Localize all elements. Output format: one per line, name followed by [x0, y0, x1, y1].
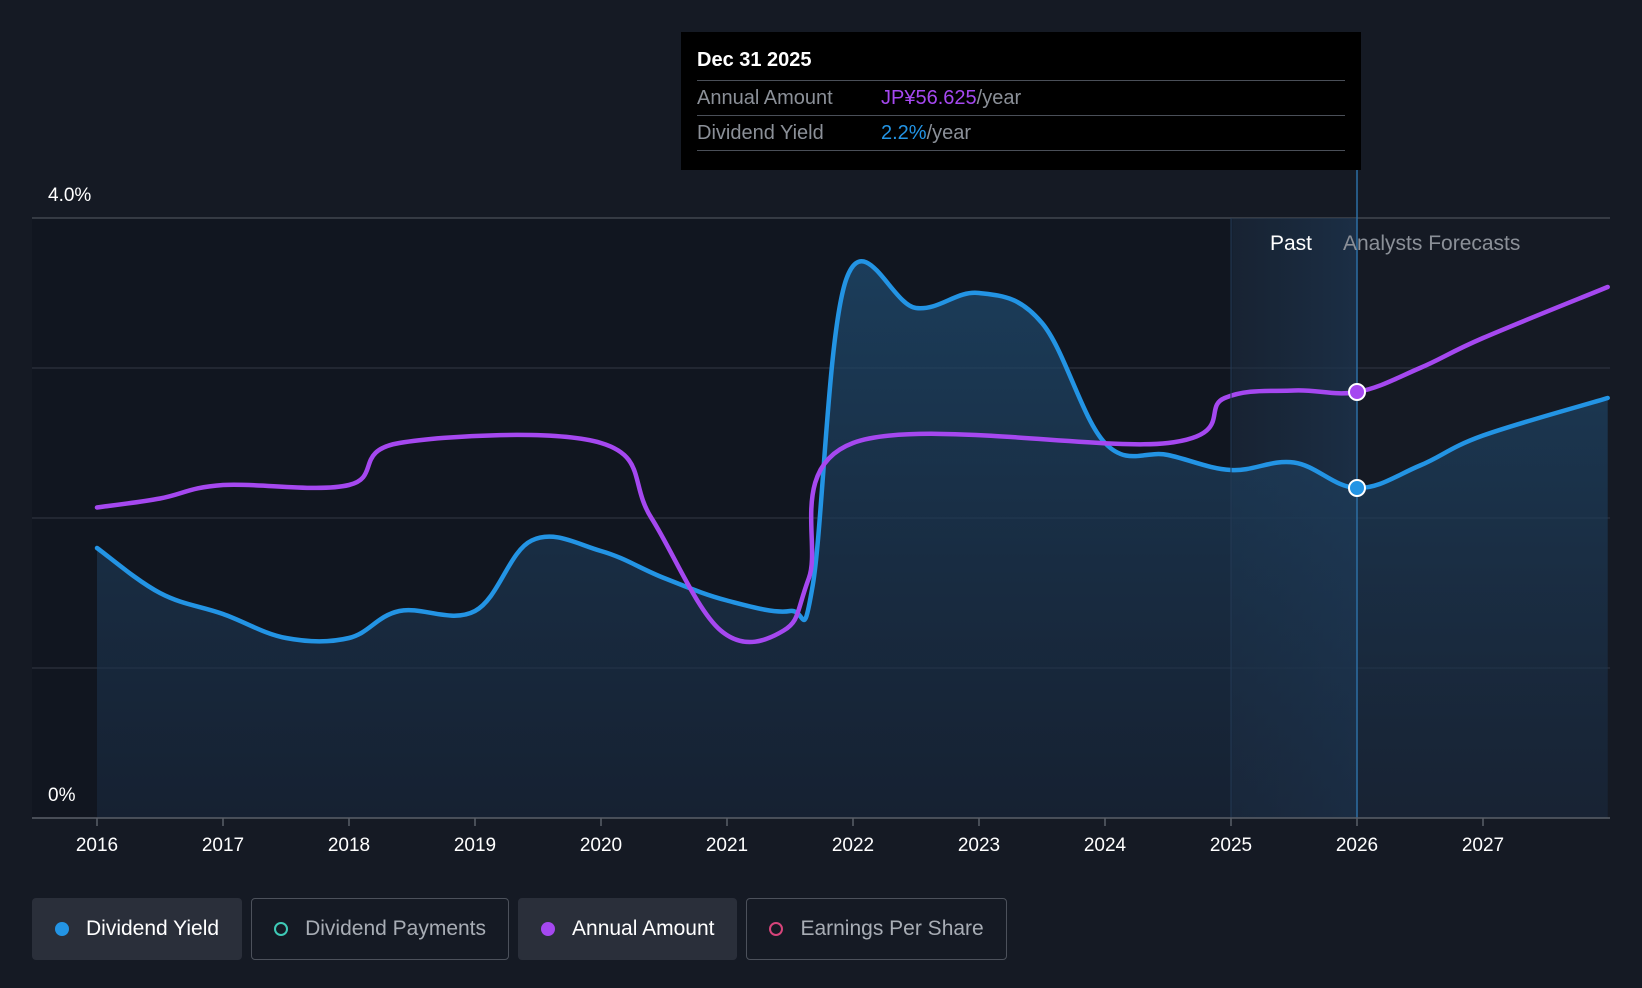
- dividend-yield-area: [97, 261, 1608, 818]
- tooltip-annual-amount-value: JP¥56.625: [881, 87, 977, 109]
- x-axis-ticks: 2016 2017 2018 2019 2020 2021 2022 2023 2024 2025…: [76, 818, 1504, 856]
- legend-earnings-per-share-label: Earnings Per Share: [800, 917, 984, 940]
- legend-earnings-per-share[interactable]: Earnings Per Share: [746, 898, 1007, 960]
- legend-dividend-payments-label: Dividend Payments: [305, 917, 487, 940]
- y-axis-top-label: 4.0%: [48, 185, 91, 206]
- dividend-payments-dot-icon: [274, 922, 289, 936]
- past-label: Past: [1270, 232, 1312, 255]
- earnings-per-share-dot-icon: [769, 922, 784, 936]
- x-tick-label-2016: 2016: [76, 835, 118, 856]
- tooltip-dividend-yield-label: Dividend Yield: [697, 122, 824, 144]
- legend-annual-amount[interactable]: Annual Amount: [518, 898, 738, 960]
- x-tick-label-2018: 2018: [328, 835, 370, 856]
- x-tick-label-2027: 2027: [1462, 835, 1504, 856]
- annual-amount-highlight-point[interactable]: [1348, 383, 1366, 401]
- dividend-yield-dot-icon: [55, 922, 69, 936]
- legend-dividend-yield[interactable]: Dividend Yield: [32, 898, 243, 960]
- tooltip-annual-amount-unit: /year: [976, 87, 1022, 109]
- x-tick-label-2017: 2017: [202, 835, 244, 856]
- legend-annual-amount-label: Annual Amount: [572, 917, 715, 940]
- dividend-yield-highlight-point[interactable]: [1348, 479, 1366, 497]
- x-tick-label-2019: 2019: [454, 835, 496, 856]
- tooltip-row-annual-amount: Annual Amount JP¥56.625 /year: [697, 81, 1345, 116]
- legend-dividend-yield-label: Dividend Yield: [86, 917, 220, 940]
- tooltip: Dec 31 2025 Annual Amount JP¥56.625 /yea…: [681, 32, 1361, 170]
- x-tick-label-2023: 2023: [958, 835, 1000, 856]
- dividend-yield-line: [94, 259, 1610, 644]
- tooltip-date: Dec 31 2025: [697, 46, 1345, 81]
- x-tick-label-2024: 2024: [1084, 835, 1127, 856]
- x-tick-label-2026: 2026: [1336, 835, 1378, 856]
- x-tick-label-2021: 2021: [706, 835, 748, 856]
- x-tick-label-2022: 2022: [832, 835, 874, 856]
- tooltip-annual-amount-label: Annual Amount: [697, 87, 833, 109]
- legend-dividend-payments[interactable]: Dividend Payments: [251, 898, 510, 960]
- analysts-forecasts-label: Analysts Forecasts: [1343, 232, 1520, 255]
- x-tick-label-2025: 2025: [1210, 835, 1252, 856]
- x-tick-label-2020: 2020: [580, 835, 622, 856]
- y-axis-bottom-label: 0%: [48, 785, 76, 806]
- annual-amount-dot-icon: [541, 922, 556, 936]
- tooltip-row-dividend-yield: Dividend Yield 2.2% /year: [697, 116, 1345, 151]
- tooltip-dividend-yield-unit: /year: [926, 122, 972, 144]
- legend: Dividend Yield Dividend Payments Annual …: [32, 898, 1007, 960]
- tooltip-dividend-yield-value: 2.2%: [881, 122, 927, 144]
